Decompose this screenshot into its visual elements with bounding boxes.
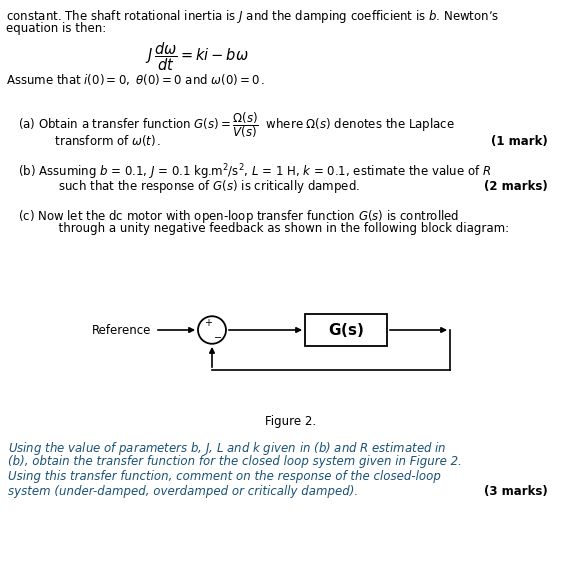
- Text: Assume that $i(0) = 0,\ \theta(0) = 0$ and $\omega(0) = 0\,.$: Assume that $i(0) = 0,\ \theta(0) = 0$ a…: [6, 72, 265, 87]
- Text: $\mathbf{G(s)}$: $\mathbf{G(s)}$: [328, 321, 364, 339]
- Text: such that the response of $G(s)$ is critically damped.: such that the response of $G(s)$ is crit…: [36, 178, 360, 195]
- Text: (1 mark): (1 mark): [491, 135, 548, 148]
- Text: (c) Now let the dc motor with open-loop transfer function $G(s)$ is controlled: (c) Now let the dc motor with open-loop …: [18, 208, 459, 225]
- Text: Reference: Reference: [92, 324, 151, 336]
- Text: (a) Obtain a transfer function $G(s) = \dfrac{\Omega(s)}{V(s)}$  where $\Omega(s: (a) Obtain a transfer function $G(s) = \…: [18, 110, 455, 140]
- Text: (b), obtain the transfer function for the closed loop system given in Figure 2.: (b), obtain the transfer function for th…: [8, 455, 462, 468]
- Text: equation is then:: equation is then:: [6, 22, 106, 35]
- Text: system (under-damped, overdamped or critically damped).: system (under-damped, overdamped or crit…: [8, 485, 358, 498]
- Text: $J\,\dfrac{d\omega}{dt} = ki - b\omega$: $J\,\dfrac{d\omega}{dt} = ki - b\omega$: [145, 40, 249, 73]
- Text: (2 marks): (2 marks): [484, 180, 548, 193]
- Text: transform of $\omega(t)\,.$: transform of $\omega(t)\,.$: [36, 133, 161, 148]
- Text: (3 marks): (3 marks): [484, 485, 548, 498]
- Text: constant. The shaft rotational inertia is $J$ and the damping coefficient is $b$: constant. The shaft rotational inertia i…: [6, 8, 500, 25]
- Text: Figure 2.: Figure 2.: [265, 415, 317, 428]
- Text: −: −: [213, 332, 222, 343]
- Text: through a unity negative feedback as shown in the following block diagram:: through a unity negative feedback as sho…: [36, 222, 509, 235]
- FancyBboxPatch shape: [305, 314, 387, 346]
- Text: Using the value of parameters $b$, $J$, $L$ and $k$ given in (b) and $R$ estimat: Using the value of parameters $b$, $J$, …: [8, 440, 447, 457]
- Text: +: +: [204, 318, 212, 328]
- Text: Using this transfer function, comment on the response of the closed-loop: Using this transfer function, comment on…: [8, 470, 441, 483]
- Text: (b) Assuming $b$ = 0.1, $J$ = 0.1 kg.m$^2$/s$^2$, $L$ = 1 H, $k$ = 0.1, estimate: (b) Assuming $b$ = 0.1, $J$ = 0.1 kg.m$^…: [18, 162, 491, 182]
